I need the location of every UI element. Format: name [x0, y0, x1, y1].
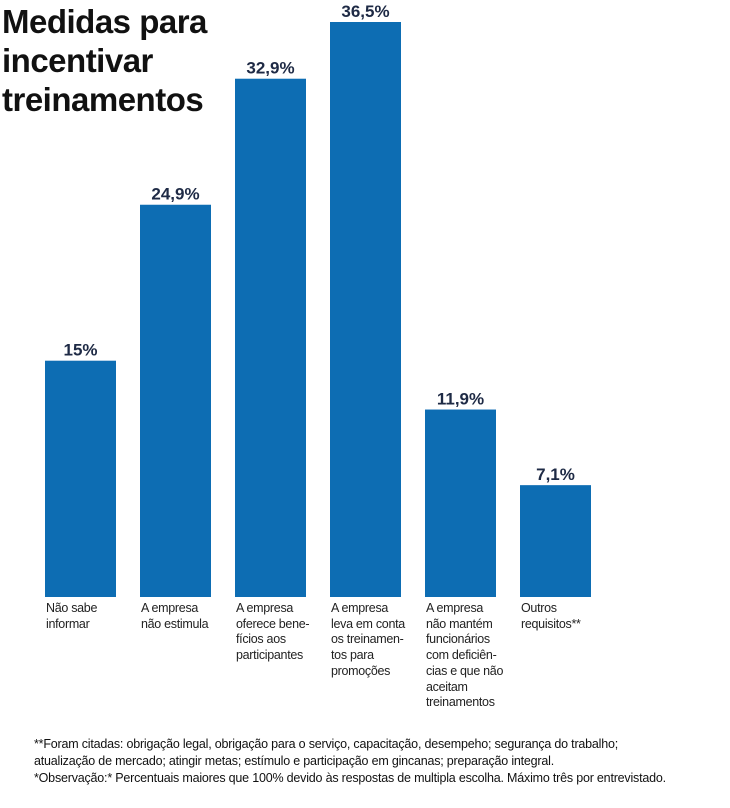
- category-label-line: tos para: [331, 648, 374, 663]
- category-label-line: informar: [46, 616, 90, 631]
- category-label-line: requisitos**: [521, 616, 581, 631]
- category-label-line: funcionários: [426, 632, 490, 647]
- chart-title-line: treinamentos: [2, 81, 204, 118]
- category-label-3: A empresa oferece bene-fícios aos particip…: [236, 601, 326, 664]
- category-label-line: não mantém: [426, 616, 493, 631]
- bar-5: [425, 409, 496, 597]
- bar-3: [235, 78, 306, 597]
- category-label-line: os treinamen-: [331, 632, 404, 647]
- value-label-6: 7,1%: [536, 465, 575, 484]
- category-label-5: A empresa não mantém funcionários com defic…: [426, 601, 516, 711]
- category-label-line: fícios aos: [236, 632, 286, 647]
- category-label-6: Outros requisitos**: [521, 601, 611, 632]
- category-label-line: Não sabe: [46, 601, 98, 615]
- footnote-line: **Foram citadas: obrigação legal, obriga…: [34, 737, 619, 751]
- chart-title: Medidas para incentivar treinamentos: [2, 2, 222, 119]
- category-label-line: oferece bene-: [236, 616, 310, 631]
- value-label-2: 24,9%: [151, 185, 199, 204]
- category-label-line: participantes: [236, 648, 303, 663]
- category-label-line: A empresa: [331, 601, 389, 615]
- value-label-4: 36,5%: [341, 2, 389, 21]
- category-label-line: leva em conta: [331, 616, 405, 631]
- category-label-line: A empresa: [141, 601, 199, 615]
- category-label-4: A empresa leva em conta os treinamen-tos p…: [331, 601, 421, 680]
- category-label-1: Não sabe informar: [46, 601, 136, 632]
- value-label-3: 32,9%: [246, 59, 294, 78]
- category-label-line: promoções: [331, 663, 391, 678]
- footnote-line: *Observação:* Percentuais maiores que 10…: [34, 771, 666, 785]
- category-label-2: A empresa não estimula: [141, 601, 231, 632]
- category-label-line: Outros: [521, 601, 557, 615]
- category-label-line: com deficiên-: [426, 648, 497, 663]
- bar-1: [45, 360, 116, 597]
- value-label-1: 15%: [63, 341, 97, 360]
- footnote-line: atualização de mercado; atingir metas; e…: [34, 754, 554, 768]
- footnotes: **Foram citadas: obrigação legal, obriga…: [34, 736, 730, 787]
- chart-title-line: incentivar: [2, 42, 153, 79]
- bar-2: [140, 204, 211, 597]
- value-label-5: 11,9%: [437, 390, 484, 409]
- bar-6: [520, 485, 591, 597]
- category-label-line: A empresa: [236, 601, 294, 615]
- category-label-line: cias e que não: [426, 663, 504, 678]
- category-label-line: não estimula: [141, 616, 209, 631]
- category-label-line: aceitam: [426, 679, 468, 694]
- chart-title-line: Medidas para: [2, 3, 207, 40]
- category-label-line: A empresa: [426, 601, 484, 615]
- bar-4: [330, 22, 401, 597]
- category-label-line: treinamentos: [426, 695, 495, 710]
